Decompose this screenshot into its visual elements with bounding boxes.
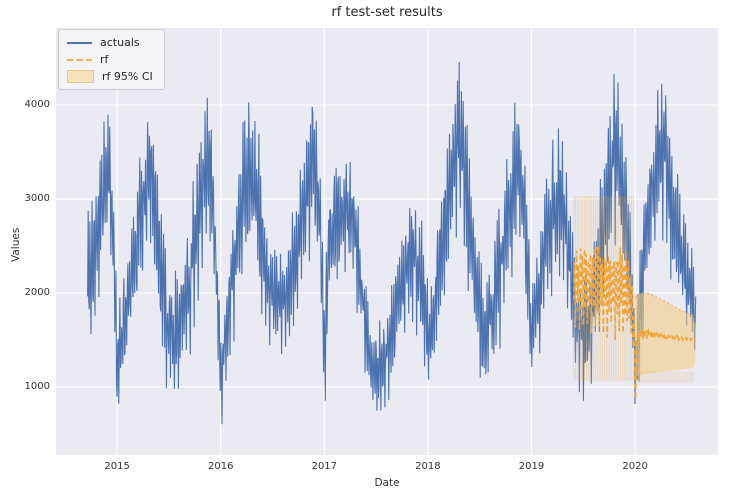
legend: actuals rf rf 95% CI: [58, 29, 165, 90]
legend-label-rf-ci: rf 95% CI: [102, 70, 153, 83]
chart-title: rf test-set results: [331, 5, 443, 20]
legend-entry-rf-ci: rf 95% CI: [67, 70, 153, 83]
y-tick-label: 3000: [24, 192, 50, 204]
x-tick-label: 2018: [415, 461, 441, 472]
actuals-series: [87, 61, 697, 425]
x-axis-label: Date: [374, 477, 400, 489]
y-tick-label: 2000: [24, 286, 50, 298]
rf-dashed-line-swatch: [67, 58, 92, 61]
y-tick-label: 1000: [24, 380, 50, 392]
x-tick-label: 2015: [104, 461, 130, 472]
ci-band: [635, 292, 696, 377]
y-axis-label: Values: [10, 227, 22, 262]
rf-series: [573, 246, 696, 400]
x-tick-label: 2019: [518, 461, 545, 472]
actuals-line-swatch: [67, 41, 92, 44]
x-tick-label: 2016: [207, 461, 234, 472]
rf-ci-patch-swatch: [67, 70, 94, 83]
x-tick-label: 2017: [311, 461, 338, 472]
legend-entry-actuals: actuals: [67, 36, 153, 49]
x-tick-label: 2020: [622, 461, 648, 472]
legend-label-rf: rf: [100, 53, 109, 66]
y-tick-label: 4000: [24, 99, 50, 111]
legend-entry-rf: rf: [67, 53, 153, 66]
legend-label-actuals: actuals: [100, 36, 140, 49]
